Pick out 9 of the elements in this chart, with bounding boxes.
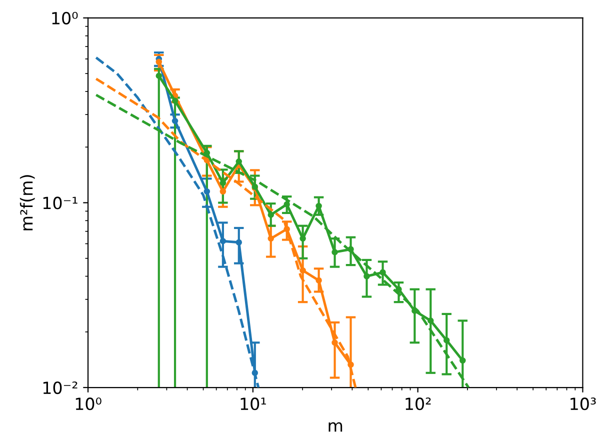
y-tick-label: 10⁰ [52, 12, 78, 24]
x-tick-label: 10⁰ [76, 398, 102, 410]
x-tick-label: 10³ [570, 398, 596, 410]
y-axis-title: m²f(m) [20, 175, 35, 230]
x-tick-label: 10¹ [240, 398, 266, 410]
x-axis-title: m [328, 422, 342, 432]
y-tick-label: 10⁻² [43, 381, 78, 394]
x-tick-label: 10² [406, 398, 431, 410]
y-tick-label: 10⁻¹ [43, 196, 78, 210]
